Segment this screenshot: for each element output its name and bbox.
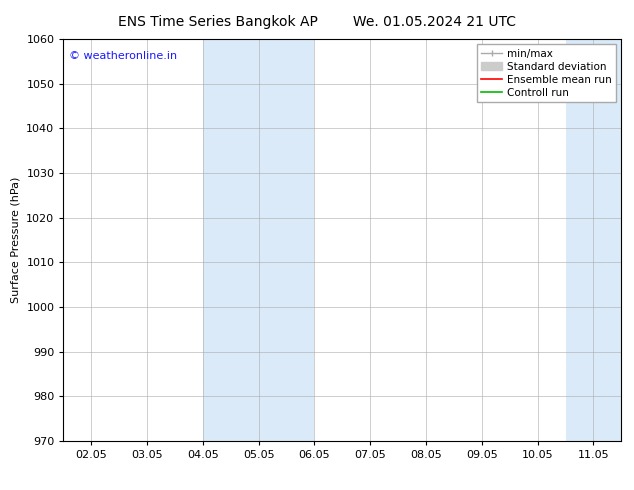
Y-axis label: Surface Pressure (hPa): Surface Pressure (hPa) <box>11 177 21 303</box>
Bar <box>566 39 621 441</box>
Bar <box>203 39 314 441</box>
Text: © weatheronline.in: © weatheronline.in <box>69 51 177 61</box>
Legend: min/max, Standard deviation, Ensemble mean run, Controll run: min/max, Standard deviation, Ensemble me… <box>477 45 616 102</box>
Text: ENS Time Series Bangkok AP        We. 01.05.2024 21 UTC: ENS Time Series Bangkok AP We. 01.05.202… <box>118 15 516 29</box>
